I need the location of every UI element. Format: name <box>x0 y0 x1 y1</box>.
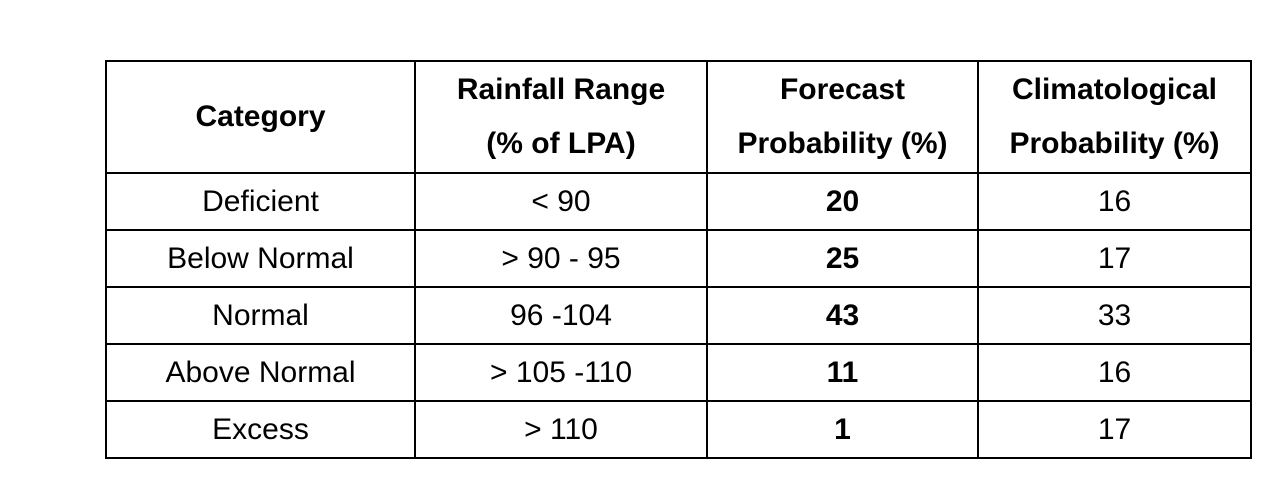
header-rainfall-range-line1: Rainfall Range <box>456 73 666 106</box>
cell-forecast-probability: 43 <box>706 286 979 345</box>
cell-category: Above Normal <box>105 343 416 402</box>
header-climatological-line2: Probability (%) <box>1009 127 1220 160</box>
cell-rainfall-range: < 90 <box>414 172 708 231</box>
cell-category: Excess <box>105 400 416 459</box>
header-forecast-line1: Forecast <box>779 73 906 106</box>
cell-forecast-probability: 25 <box>706 229 979 288</box>
header-row: Category Rainfall Range (% of LPA) Forec… <box>105 60 1252 174</box>
cell-category: Normal <box>105 286 416 345</box>
table-row: Above Normal > 105 -110 11 16 <box>105 343 1252 402</box>
cell-rainfall-range: > 90 - 95 <box>414 229 708 288</box>
cell-forecast-probability: 11 <box>706 343 979 402</box>
header-forecast-probability: Forecast Probability (%) <box>706 60 979 174</box>
table-row: Excess > 110 1 17 <box>105 400 1252 459</box>
header-climatological-line1: Climatological <box>1011 73 1218 106</box>
cell-climatological-probability: 17 <box>977 229 1252 288</box>
header-rainfall-range: Rainfall Range (% of LPA) <box>414 60 708 174</box>
header-category: Category <box>105 60 416 174</box>
cell-climatological-probability: 17 <box>977 400 1252 459</box>
header-forecast-line2: Probability (%) <box>737 127 948 160</box>
cell-rainfall-range: > 105 -110 <box>414 343 708 402</box>
table-row: Deficient < 90 20 16 <box>105 172 1252 231</box>
cell-rainfall-range: 96 -104 <box>414 286 708 345</box>
table-body: Deficient < 90 20 16 Below Normal > 90 -… <box>105 172 1252 459</box>
cell-forecast-probability: 20 <box>706 172 979 231</box>
header-rainfall-range-line2: (% of LPA) <box>486 127 636 160</box>
table-row: Below Normal > 90 - 95 25 17 <box>105 229 1252 288</box>
cell-rainfall-range: > 110 <box>414 400 708 459</box>
rainfall-probability-table: Category Rainfall Range (% of LPA) Forec… <box>105 60 1252 459</box>
cell-climatological-probability: 16 <box>977 172 1252 231</box>
cell-forecast-probability: 1 <box>706 400 979 459</box>
header-category-label: Category <box>195 100 326 133</box>
cell-category: Below Normal <box>105 229 416 288</box>
header-climatological-probability: Climatological Probability (%) <box>977 60 1252 174</box>
table-header: Category Rainfall Range (% of LPA) Forec… <box>105 60 1252 174</box>
cell-category: Deficient <box>105 172 416 231</box>
cell-climatological-probability: 33 <box>977 286 1252 345</box>
cell-climatological-probability: 16 <box>977 343 1252 402</box>
table-row: Normal 96 -104 43 33 <box>105 286 1252 345</box>
